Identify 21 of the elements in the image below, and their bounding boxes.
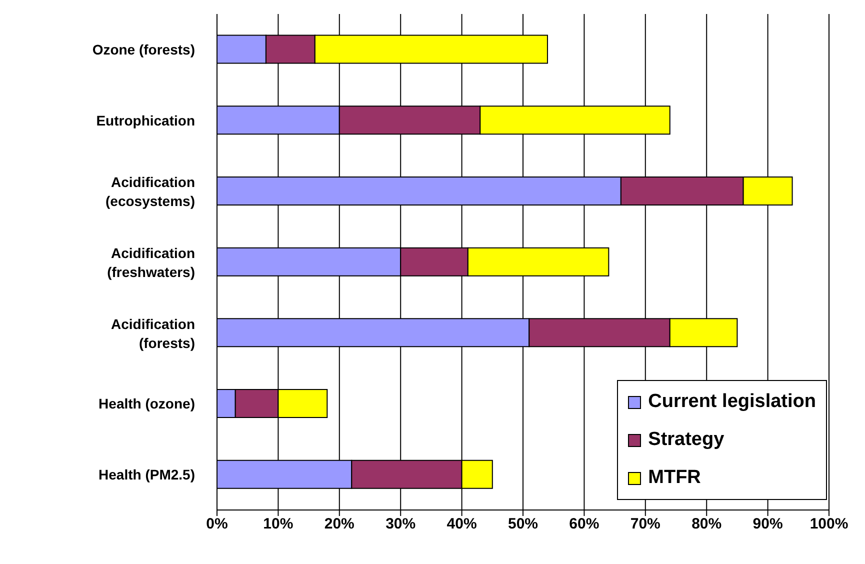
x-tick-label: 20%	[324, 516, 354, 533]
y-tick-label: Health (PM2.5)	[98, 466, 195, 483]
legend-label: Current legislation	[648, 391, 816, 413]
y-tick-label: Ozone (forests)	[92, 41, 195, 58]
x-tick-label: 100%	[810, 516, 848, 533]
x-tick-label: 0%	[206, 516, 228, 533]
y-tick-label: Eutrophication	[96, 112, 195, 128]
legend-label: MTFR	[648, 467, 701, 489]
y-tick-label: Health (ozone)	[98, 396, 195, 412]
x-tick-label: 40%	[446, 516, 477, 533]
x-tick-label: 70%	[630, 516, 660, 533]
x-tick-label: 90%	[752, 516, 783, 533]
x-tick-label: 50%	[508, 516, 538, 533]
x-tick-label: 80%	[692, 516, 722, 533]
x-tick-label: 10%	[263, 516, 294, 533]
x-tick-label: 60%	[569, 516, 600, 533]
y-tick-label: Acidification (forests)	[110, 316, 195, 351]
y-tick-label: Acidification (freshwaters)	[107, 245, 195, 280]
legend-label: Strategy	[648, 429, 724, 451]
x-tick-label: 30%	[386, 516, 416, 533]
y-tick-label: Acidification (ecosystems)	[106, 174, 195, 210]
